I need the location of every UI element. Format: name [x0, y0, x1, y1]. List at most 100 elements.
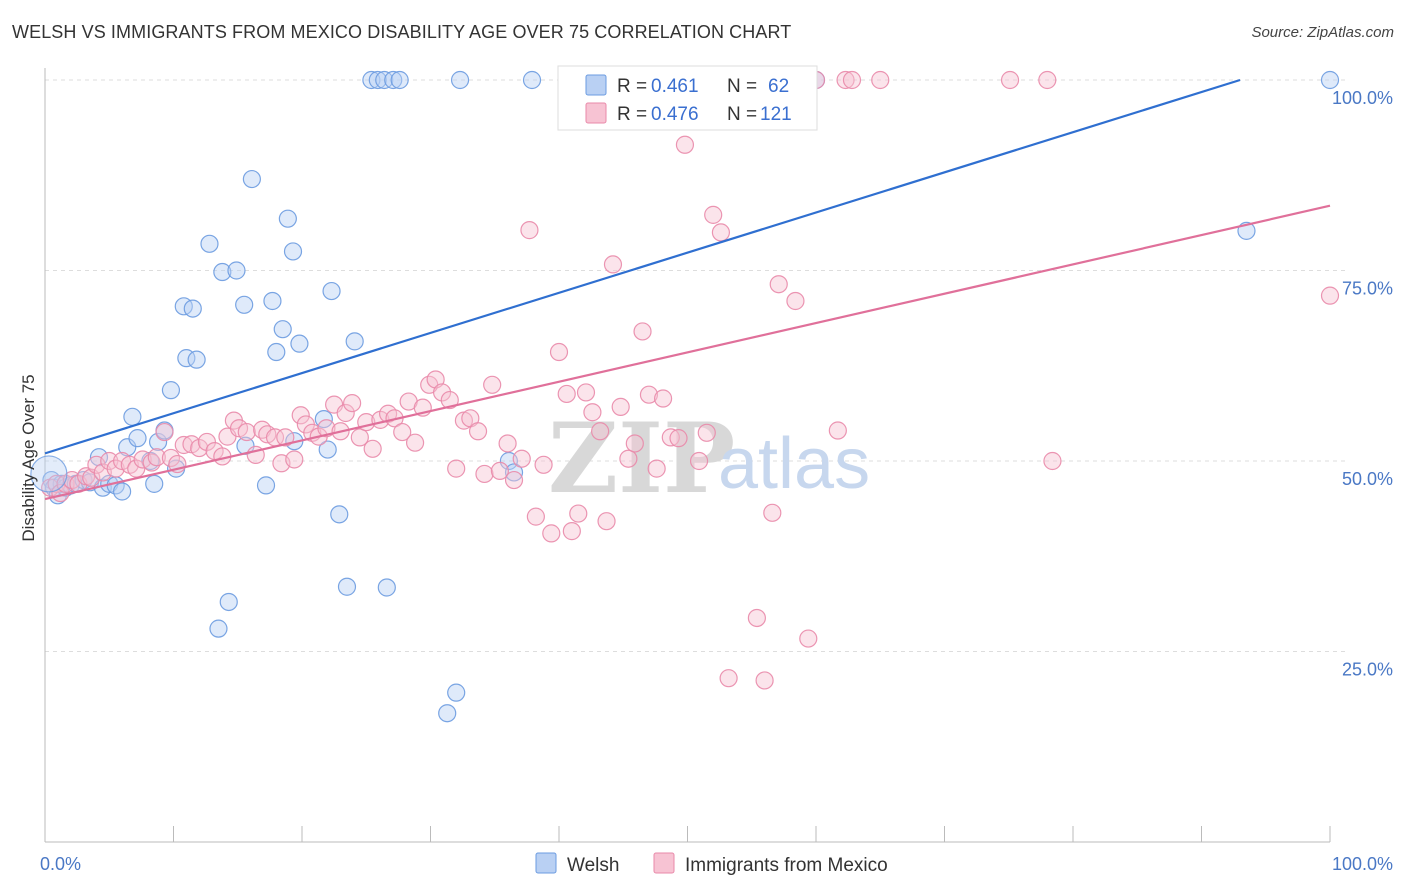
watermark: ZIP atlas [548, 402, 870, 515]
data-point-mexico [1320, 286, 1340, 305]
data-point-welsh [148, 432, 168, 452]
data-point-welsh [368, 70, 387, 90]
data-point-mexico [576, 383, 596, 402]
data-point-mexico [432, 383, 452, 402]
data-point-mexico [405, 433, 425, 452]
data-point-mexico [1038, 70, 1057, 90]
bottom-legend: Welsh Immigrants from Mexico [535, 852, 888, 876]
data-point-mexico [625, 434, 644, 453]
data-point-mexico [639, 385, 659, 404]
data-point-mexico [174, 435, 193, 455]
legend-r-value-mexico: 0.476 [651, 104, 699, 125]
legend-n-value-mexico: 121 [760, 104, 792, 125]
data-point-mexico [755, 671, 774, 690]
data-point-welsh [183, 299, 202, 318]
x-tick-label: 0.0% [40, 854, 81, 874]
data-point-mexico [155, 422, 174, 442]
data-point-mexico [562, 522, 581, 541]
data-point-mexico [526, 507, 545, 526]
data-point-mexico [542, 524, 561, 543]
data-point-welsh [128, 429, 147, 448]
data-point-mexico [127, 459, 146, 478]
data-point-mexico [799, 629, 818, 648]
data-point-mexico [142, 453, 161, 472]
data-point-mexico [653, 389, 673, 408]
data-point-mexico [147, 448, 166, 467]
data-point-welsh [200, 234, 219, 253]
data-point-mexico [828, 421, 847, 440]
data-point-welsh [273, 320, 292, 339]
data-point-mexico [468, 422, 488, 441]
data-point-mexico [285, 450, 304, 469]
bottom-legend-swatch-mexico [653, 852, 675, 874]
data-point-welsh [345, 332, 364, 351]
data-point-mexico [520, 221, 539, 240]
data-point-mexico [697, 423, 716, 442]
data-point-mexico [597, 512, 616, 531]
data-point-mexico [769, 275, 788, 294]
trend-lines [44, 78, 1331, 501]
data-point-mexico [871, 70, 890, 90]
data-point-welsh [219, 592, 238, 612]
data-point-welsh [318, 440, 337, 459]
data-point-mexico [647, 459, 666, 478]
chart-source: Source: ZipAtlas.com [1251, 24, 1394, 41]
y-tick-label: 100.0% [1332, 88, 1393, 108]
data-point-welsh [227, 261, 246, 280]
data-point-welsh [504, 463, 524, 482]
data-point-mexico [317, 419, 336, 438]
data-point-mexico [1000, 70, 1020, 90]
data-point-welsh-large [30, 455, 68, 493]
data-point-welsh [337, 577, 357, 596]
data-point-mexico [549, 342, 569, 362]
data-point-mexico [557, 384, 576, 404]
data-point-welsh [118, 438, 137, 457]
data-point-mexico [1043, 451, 1062, 471]
data-point-welsh [213, 262, 232, 282]
data-point-mexico [343, 393, 362, 413]
data-point-welsh [362, 70, 381, 90]
data-point-mexico [276, 428, 295, 447]
watermark-zip: ZIP [548, 402, 735, 515]
data-point-mexico [704, 205, 723, 224]
data-point-welsh [290, 334, 309, 353]
data-point-mexico [475, 464, 494, 484]
data-point-mexico [689, 451, 709, 471]
legend-n-label-mexico: N = [727, 104, 757, 125]
data-point-welsh [145, 474, 164, 493]
tick-labels: 25.0% 50.0% 75.0% 100.0% 0.0% 100.0% [40, 88, 1393, 874]
data-point-mexico [719, 669, 738, 688]
legend-r-value-welsh: 0.461 [651, 76, 699, 97]
trend-line-welsh [44, 78, 1241, 455]
data-point-mexico [512, 449, 531, 468]
trend-line-mexico [44, 204, 1331, 501]
legend-n-value-welsh: 62 [768, 76, 789, 97]
x-tick-label: 100.0% [1332, 854, 1393, 874]
data-point-welsh [263, 291, 282, 311]
legend-swatch-welsh [585, 74, 607, 96]
data-point-mexico [591, 422, 610, 441]
data-point-mexico [675, 135, 695, 154]
data-point-welsh [209, 619, 228, 638]
data-point-welsh [322, 281, 341, 301]
data-point-welsh [242, 169, 261, 189]
data-point-mexico [534, 455, 553, 474]
data-point-mexico [842, 70, 862, 90]
data-point-mexico [669, 429, 688, 448]
bottom-legend-label-welsh: Welsh [567, 855, 619, 876]
data-point-welsh [1320, 70, 1340, 90]
legend-swatch-mexico [585, 102, 607, 124]
y-tick-label: 25.0% [1342, 660, 1393, 680]
data-point-welsh [447, 683, 466, 702]
watermark-atlas: atlas [718, 424, 870, 504]
data-point-welsh [450, 70, 470, 90]
data-point-mexico [611, 397, 630, 416]
data-point-welsh [256, 476, 276, 495]
data-point-mexico [763, 503, 782, 522]
data-point-welsh [384, 70, 403, 90]
data-point-mexico [490, 461, 509, 481]
data-point-welsh [330, 505, 349, 524]
data-point-welsh [112, 482, 132, 501]
chart-title: WELSH VS IMMIGRANTS FROM MEXICO DISABILI… [12, 22, 792, 42]
